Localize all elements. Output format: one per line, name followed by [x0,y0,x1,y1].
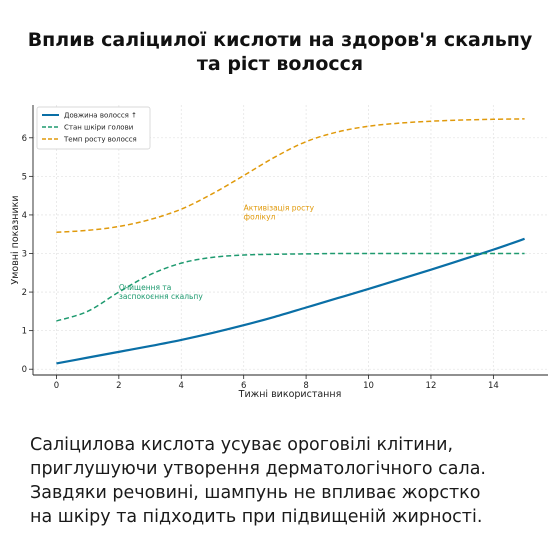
y-tick-label: 5 [22,172,27,182]
caption-line: на шкіру та підходить при підвищеній жир… [30,507,483,527]
y-tick-label: 2 [22,288,27,298]
annotation-2-line: заспокоєння скальпу [119,292,204,301]
legend-label-3: Темп росту волосся [63,136,137,144]
y-tick-label: 1 [22,327,27,337]
legend-box [36,106,151,150]
chart-title-line-1: Вплив саліцилої кислоти на здоров'я скал… [27,29,533,51]
y-axis-label: Умовні показники [10,195,21,284]
y-tick-label: 0 [22,365,27,375]
annotation-1-line: Активізація росту [244,203,315,212]
annotation-1-line: фолікул [244,212,276,221]
caption-line: Саліцилова кислота усуває ороговілі кліт… [30,435,454,455]
x-tick-label: 4 [179,381,184,391]
x-axis-label: Тижні використання [238,389,342,400]
chart-legend: Довжина волосся ↑ Стан шкіри голови Темп р… [36,106,151,150]
annotation-2-line: Очищення та [119,283,172,292]
legend-label-1: Довжина волосся ↑ [64,112,137,120]
caption-line: Завдяки речовині, шампунь не впливає жор… [30,483,481,503]
y-tick-label: 3 [22,250,27,260]
chart-grid [33,105,548,375]
x-tick-label: 0 [54,381,59,391]
chart-series [56,118,525,365]
caption-line: приглушуючи утворення дерматологічного с… [30,459,486,479]
series-line-3 [56,118,525,234]
chart-title-line-2: та ріст волосся [196,53,364,75]
x-tick-label: 6 [241,381,246,391]
x-tick-label: 14 [488,381,499,391]
y-tick-label: 4 [22,211,27,221]
chart-title: Вплив саліцилої кислоти на здоров'я скал… [0,28,560,76]
x-tick-label: 12 [426,381,437,391]
x-tick-label: 2 [116,381,121,391]
legend-label-2: Стан шкіри голови [64,124,133,132]
series-line-2 [56,252,525,322]
caption-text: Саліцилова кислота усуває ороговілі кліт… [30,433,540,529]
x-tick-label: 10 [363,381,374,391]
y-tick-label: 6 [22,134,27,144]
x-tick-label: 8 [303,381,308,391]
series-line-1 [56,237,525,365]
